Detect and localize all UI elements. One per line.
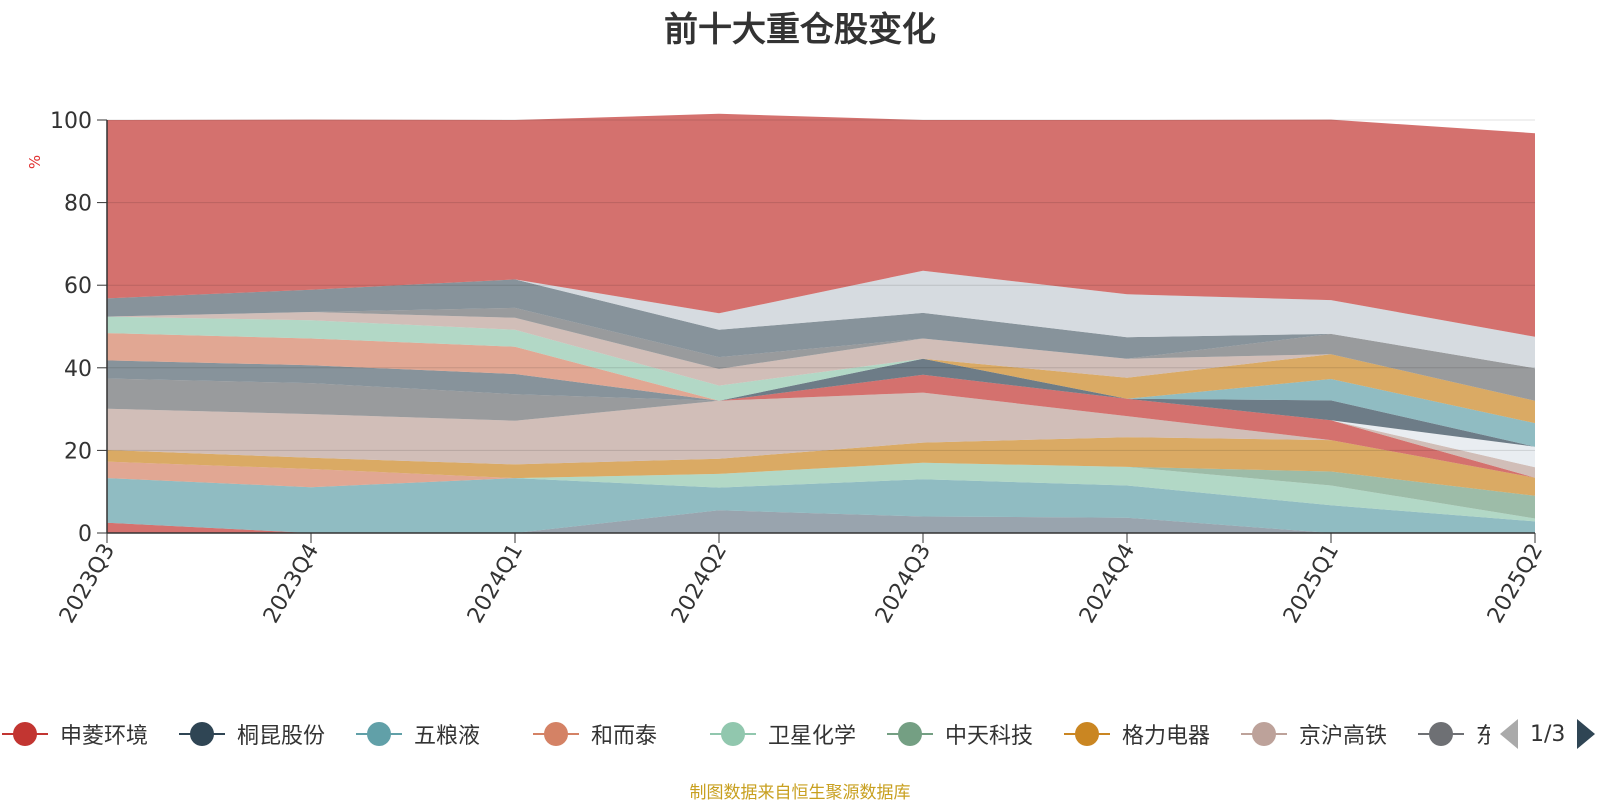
legend-label: 京沪高铁 [1299,724,1388,749]
y-tick-label: 80 [64,192,92,217]
y-axis-label: % [26,155,44,169]
legend-marker-icon [1239,716,1289,752]
legend-marker-icon [1416,716,1466,752]
legend-item[interactable]: 和而泰 [531,716,657,752]
legend-label: 五粮液 [414,724,481,749]
area-series-17 [107,316,1535,401]
area-series-19 [107,307,1535,401]
legend-item[interactable]: 京沪高铁 [1239,716,1387,752]
x-tick-label: 2024Q4 [1075,540,1140,628]
x-tick-label: 2024Q3 [871,540,936,628]
legend-marker-icon [885,716,935,752]
legend-marker-icon [708,716,758,752]
area-layers [107,113,1535,533]
area-series-11 [107,358,1535,447]
legend-label: 格力电器 [1122,724,1211,749]
x-tick-label: 2023Q3 [55,540,120,628]
pager-prev-icon[interactable] [1500,719,1518,749]
x-tick-label: 2025Q1 [1279,540,1344,628]
area-series-3 [107,462,1535,522]
area-series-1 [107,510,1535,533]
y-tick-label: 20 [64,439,92,464]
legend-label: 和而泰 [591,724,658,749]
legend-item[interactable]: 格力电器 [1062,716,1210,752]
x-tick-label: 2025Q2 [1483,540,1548,628]
area-series-6 [107,437,1535,496]
pager-page-indicator: 1/3 [1530,721,1566,747]
area-series-21 [107,270,1535,369]
legend-item[interactable]: 中天科技 [885,716,1033,752]
y-tick-label: 60 [64,274,92,299]
legend-item[interactable]: 卫星化学 [708,716,856,752]
legend-marker-icon [531,716,581,752]
legend-pager: 1/3 [1500,716,1596,752]
area-series-18 [107,312,1535,401]
area-series-8 [107,374,1535,478]
area-series-20 [107,279,1535,369]
area-series-2 [107,478,1535,533]
legend-marker-icon [1062,716,1112,752]
legend: 申菱环境 桐昆股份 五粮液 和而泰 卫星化学 中天科技 格力电器 京沪高铁 东方! [0,716,1490,756]
legend-label: 卫星化学 [768,724,857,749]
legend-item[interactable]: 桐昆股份 [177,716,325,752]
legend-label: 申菱环境 [60,724,149,749]
chart-title: 前十大重仓股变化 [664,10,936,50]
grid-lines [107,119,1535,451]
x-tick-label: 2024Q1 [463,540,528,628]
y-tick-label: 40 [64,357,92,382]
area-series-14 [107,354,1535,421]
legend-item[interactable]: 五粮液 [354,716,480,752]
legend-marker-icon [177,716,227,752]
area-series-5 [107,461,1535,496]
legend-item[interactable]: 东方! [1416,716,1490,752]
legend-label: 中天科技 [945,724,1034,749]
area-series-0 [107,510,1535,533]
area-series-16 [107,333,1535,401]
legend-label: 东方! [1476,724,1490,749]
data-source-note: 制图数据来自恒生聚源数据库 [689,783,911,803]
legend-item[interactable]: 申菱环境 [0,716,148,752]
x-tick-label: 2023Q4 [259,540,324,628]
legend-marker-icon [0,716,50,752]
y-tick-label: 0 [78,522,92,547]
legend-label: 桐昆股份 [237,724,326,749]
area-series-22 [107,113,1535,337]
x-tick-label: 2024Q2 [667,540,732,628]
y-tick-label: 100 [50,109,92,134]
area-series-7 [107,392,1535,478]
area-series-15 [107,354,1535,401]
legend-marker-icon [354,716,404,752]
pager-next-icon[interactable] [1577,719,1596,749]
